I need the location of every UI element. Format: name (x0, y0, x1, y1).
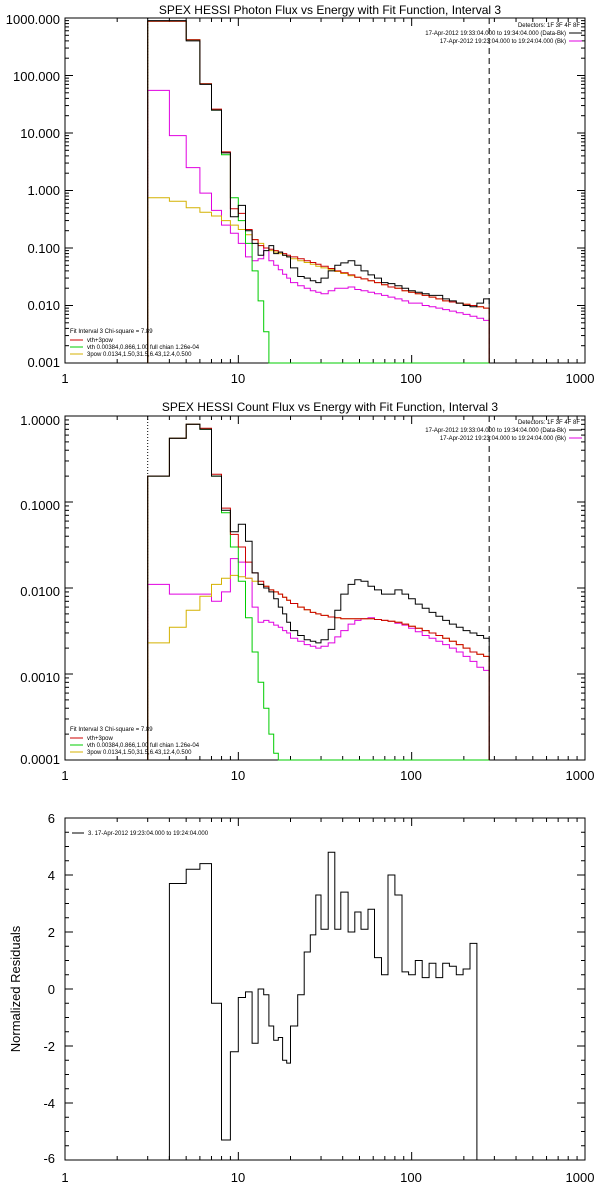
residuals-y-tick: -4 (43, 1096, 55, 1111)
count-x-tick: 1000 (566, 768, 595, 783)
photon-y-tick: 10.000 (20, 126, 60, 141)
photon-vth-series (147, 20, 490, 364)
photon-legend-vth-label: vth 0.00384,0.866,1.00 full chian 1.26e-… (87, 345, 200, 351)
residuals-legend-label: 3. 17-Apr-2012 19:23:04.000 to 19:24:04.… (88, 831, 209, 837)
count-legend-3pow-label: 3pow 0.0134,1.50,31.5,6.43,12.4,0.500 (87, 750, 192, 756)
count-background-series (147, 558, 490, 760)
count-3pow-series (147, 574, 490, 760)
count-legend-bk-label: 17-Apr-2012 19:23:04.000 to 19:24:04.000… (440, 436, 566, 442)
residuals-y-tick: 2 (48, 925, 55, 940)
residuals-y-tick-labels: 6 4 2 0 -2 -4 -6 (43, 811, 55, 1166)
count-fit-info: Fit Interval 3 Chi-square = 7.89 (70, 727, 153, 733)
count-legend-data-label: 17-Apr-2012 19:33:04.000 to 19:34:04.000… (425, 428, 566, 434)
photon-y-tick: 1.000 (27, 183, 60, 198)
count-x-tick: 10 (231, 768, 245, 783)
photon-vth-3pow-total-series (147, 20, 490, 363)
photon-legend-left: Fit Interval 3 Chi-square = 7.89 vth+3po… (70, 329, 200, 358)
residuals-legend: 3. 17-Apr-2012 19:23:04.000 to 19:24:04.… (72, 831, 209, 837)
count-y-tick-labels: 1.0000 0.1000 0.0100 0.0010 0.0001 (20, 413, 60, 767)
photon-fit-info: Fit Interval 3 Chi-square = 7.89 (70, 329, 153, 335)
count-detectors-label: Detectors: 1F 3F 4F 8F (518, 420, 580, 426)
residuals-y-tick: 0 (48, 982, 55, 997)
residuals-y-axis-label: Normalized Residuals (8, 925, 23, 1052)
residuals-y-tick: -2 (43, 1039, 55, 1054)
resid-residuals-series (147, 851, 490, 1161)
photon-y-tick: 1000.000 (6, 12, 60, 27)
residuals-x-tick-labels: 1 10 100 1000 (61, 1170, 594, 1185)
photon-legend-right: Detectors: 1F 3F 4F 8F 17-Apr-2012 19:33… (425, 23, 582, 45)
count-flux-panel: SPEX HESSI Count Flux vs Energy with Fit… (20, 400, 594, 783)
residuals-x-tick: 10 (231, 1170, 245, 1185)
photon-y-tick: 0.010 (27, 298, 60, 313)
count-chart-title: SPEX HESSI Count Flux vs Energy with Fit… (162, 400, 498, 414)
photon-flux-panel: SPEX HESSI Photon Flux vs Energy with Fi… (6, 3, 595, 386)
photon-chart-title: SPEX HESSI Photon Flux vs Energy with Fi… (159, 3, 501, 17)
photon-y-tick: 0.001 (27, 355, 60, 370)
residuals-x-tick: 1 (61, 1170, 68, 1185)
residuals-y-tick: -6 (43, 1151, 55, 1166)
count-legend-total-label: vth+3pow (87, 736, 114, 742)
count-vth-3pow-total-series (147, 423, 490, 760)
photon-x-tick: 10 (231, 371, 245, 386)
photon-plot-frame (64, 17, 586, 364)
photon-x-tick: 1 (61, 371, 68, 386)
count-y-tick: 1.0000 (20, 413, 60, 428)
photon-legend-bk-label: 17-Apr-2012 19:23:04.000 to 19:24:04.000… (440, 39, 566, 45)
residuals-x-tick: 1000 (566, 1170, 595, 1185)
residuals-plot-frame (64, 817, 586, 1161)
photon-3pow-series (147, 197, 490, 363)
photon-data-bk-series (147, 20, 490, 363)
photon-y-tick: 100.000 (13, 69, 60, 84)
count-y-tick: 0.0001 (20, 752, 60, 767)
count-plot-frame (64, 415, 586, 761)
photon-detectors-label: Detectors: 1F 3F 4F 8F (518, 23, 580, 29)
photon-y-tick-labels: 1000.000 100.000 10.000 1.000 0.100 0.01… (6, 12, 60, 370)
photon-legend-total-label: vth+3pow (87, 338, 114, 344)
count-legend-left: Fit Interval 3 Chi-square = 7.89 vth+3po… (70, 727, 200, 756)
count-legend-vth-label: vth 0.00384,0.866,1.00 full chian 1.26e-… (87, 743, 200, 749)
count-y-tick: 0.0010 (20, 670, 60, 685)
count-x-tick: 100 (400, 768, 422, 783)
count-x-tick: 1 (61, 768, 68, 783)
count-y-tick: 0.0100 (20, 584, 60, 599)
count-y-tick: 0.1000 (20, 498, 60, 513)
count-data-bk-series (147, 423, 490, 760)
residuals-y-tick: 4 (48, 868, 55, 883)
residuals-panel: Normalized Residuals 6 4 2 0 -2 -4 -6 1 … (8, 811, 594, 1185)
photon-legend-data-label: 17-Apr-2012 19:33:04.000 to 19:34:04.000… (425, 31, 566, 37)
photon-background-series (147, 89, 490, 363)
photon-x-tick: 1000 (566, 371, 595, 386)
count-vth-series (147, 423, 490, 761)
photon-x-tick: 100 (400, 371, 422, 386)
photon-x-tick-labels: 1 10 100 1000 (61, 371, 594, 386)
residuals-x-tick: 100 (400, 1170, 422, 1185)
photon-y-tick: 0.100 (27, 241, 60, 256)
photon-legend-3pow-label: 3pow 0.0134,1.50,31.5,6.43,12.4,0.500 (87, 352, 192, 358)
count-x-tick-labels: 1 10 100 1000 (61, 768, 594, 783)
residuals-y-tick: 6 (48, 811, 55, 826)
count-legend-right: Detectors: 1F 3F 4F 8F 17-Apr-2012 19:33… (425, 420, 582, 442)
